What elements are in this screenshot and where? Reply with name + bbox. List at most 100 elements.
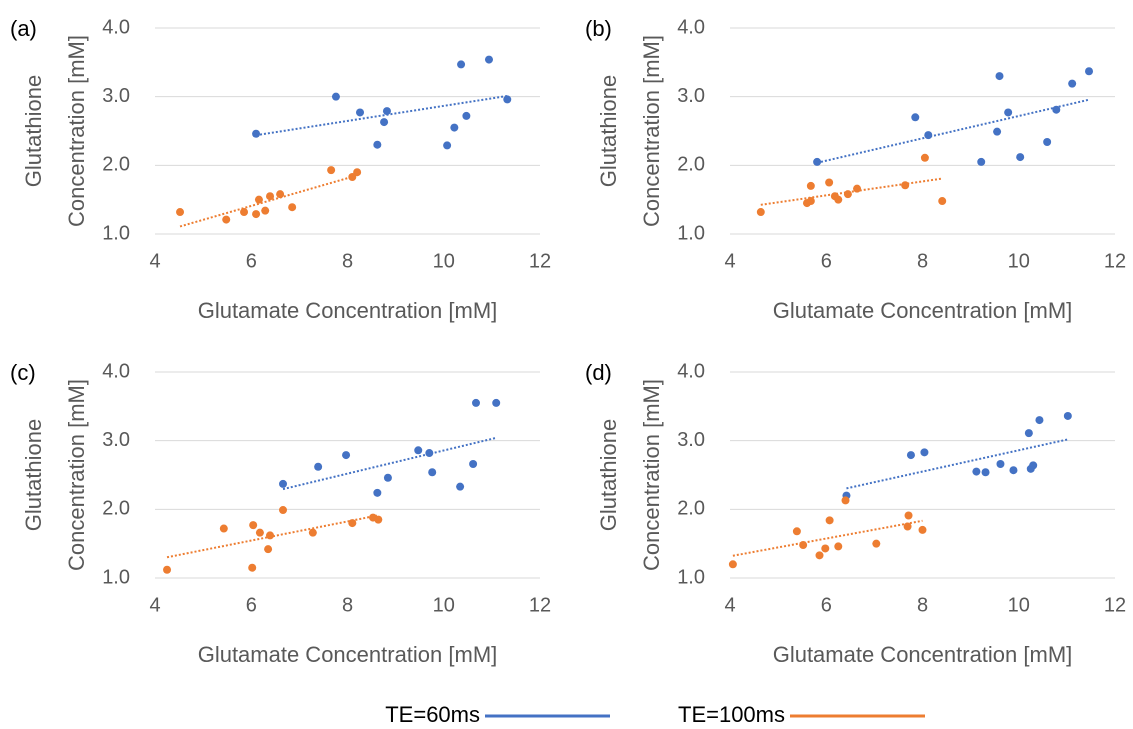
point <box>348 519 357 528</box>
y-tick-label: 1.0 <box>102 222 130 244</box>
point <box>981 468 990 477</box>
point <box>456 482 465 491</box>
point <box>924 131 933 140</box>
x-tick-label: 4 <box>149 250 160 272</box>
point <box>503 95 512 104</box>
y-axis-title: Concentration [mM] <box>639 379 664 571</box>
point <box>314 462 323 471</box>
point <box>792 527 801 536</box>
point <box>843 190 852 199</box>
panel-label: (d) <box>585 360 612 385</box>
point <box>266 192 275 201</box>
y-tick-label: 4.0 <box>102 360 130 382</box>
y-tick-label: 4.0 <box>677 360 705 382</box>
point <box>288 203 297 212</box>
x-tick-label: 6 <box>821 250 832 272</box>
point <box>1024 429 1033 438</box>
point <box>918 525 927 534</box>
point <box>450 123 459 132</box>
y-tick-label: 2.0 <box>677 154 705 176</box>
trendline <box>732 519 923 557</box>
point <box>222 215 231 224</box>
point <box>821 544 830 553</box>
y-axis-title: Glutathione <box>596 419 621 532</box>
y-tick-label: 2.0 <box>677 498 705 520</box>
x-tick-label: 12 <box>529 250 551 272</box>
x-tick-label: 10 <box>1008 594 1030 616</box>
point <box>380 118 389 127</box>
point <box>176 208 185 217</box>
point <box>1004 108 1013 117</box>
trendline <box>816 98 1090 164</box>
y-tick-label: 1.0 <box>677 222 705 244</box>
point <box>1052 105 1061 114</box>
x-tick-label: 10 <box>1008 250 1030 272</box>
point <box>255 528 264 537</box>
point <box>872 539 881 548</box>
legend-label: TE=60ms <box>385 702 480 727</box>
point <box>492 398 501 407</box>
point <box>901 181 910 190</box>
x-axis-title: Glutamate Concentration [mM] <box>198 298 498 323</box>
point <box>911 113 920 122</box>
point <box>382 107 391 116</box>
x-tick-label: 6 <box>821 594 832 616</box>
point <box>443 141 452 150</box>
point <box>353 168 362 177</box>
x-tick-label: 4 <box>149 594 160 616</box>
panel-label: (c) <box>10 360 36 385</box>
y-tick-label: 3.0 <box>677 85 705 107</box>
point <box>938 197 947 206</box>
y-tick-label: 3.0 <box>102 429 130 451</box>
point <box>457 60 466 69</box>
point <box>261 206 270 215</box>
panel-label: (b) <box>585 16 612 41</box>
y-tick-label: 3.0 <box>102 85 130 107</box>
trendline <box>760 177 943 206</box>
legend-label: TE=100ms <box>678 702 785 727</box>
trendline <box>846 438 1069 490</box>
point <box>903 522 912 531</box>
point <box>1029 461 1038 470</box>
point <box>374 515 383 524</box>
point <box>462 111 471 120</box>
point <box>249 521 258 530</box>
point <box>373 140 382 149</box>
point <box>728 560 737 569</box>
trendline <box>282 436 497 491</box>
y-axis-title: Glutathione <box>596 75 621 188</box>
point <box>327 166 336 175</box>
point <box>1009 466 1018 475</box>
y-tick-label: 1.0 <box>102 566 130 588</box>
point <box>920 153 929 162</box>
point <box>254 195 263 204</box>
point <box>920 448 929 457</box>
point <box>1063 411 1072 420</box>
point <box>853 184 862 193</box>
point <box>1085 67 1094 76</box>
point <box>906 451 915 460</box>
point <box>813 157 822 166</box>
point <box>756 208 765 217</box>
point <box>996 460 1005 469</box>
point <box>1035 416 1044 425</box>
point <box>825 178 834 187</box>
point <box>383 473 392 482</box>
point <box>279 479 288 488</box>
point <box>806 197 815 206</box>
point <box>219 524 228 533</box>
point <box>993 127 1002 136</box>
point <box>266 531 275 540</box>
point <box>799 541 808 550</box>
point <box>1016 153 1025 162</box>
y-tick-label: 1.0 <box>677 566 705 588</box>
y-tick-label: 2.0 <box>102 154 130 176</box>
point <box>248 563 257 572</box>
point <box>469 460 478 469</box>
point <box>425 449 434 458</box>
x-tick-label: 8 <box>917 250 928 272</box>
x-tick-label: 8 <box>342 594 353 616</box>
y-axis-title: Concentration [mM] <box>64 35 89 227</box>
point <box>252 129 261 138</box>
